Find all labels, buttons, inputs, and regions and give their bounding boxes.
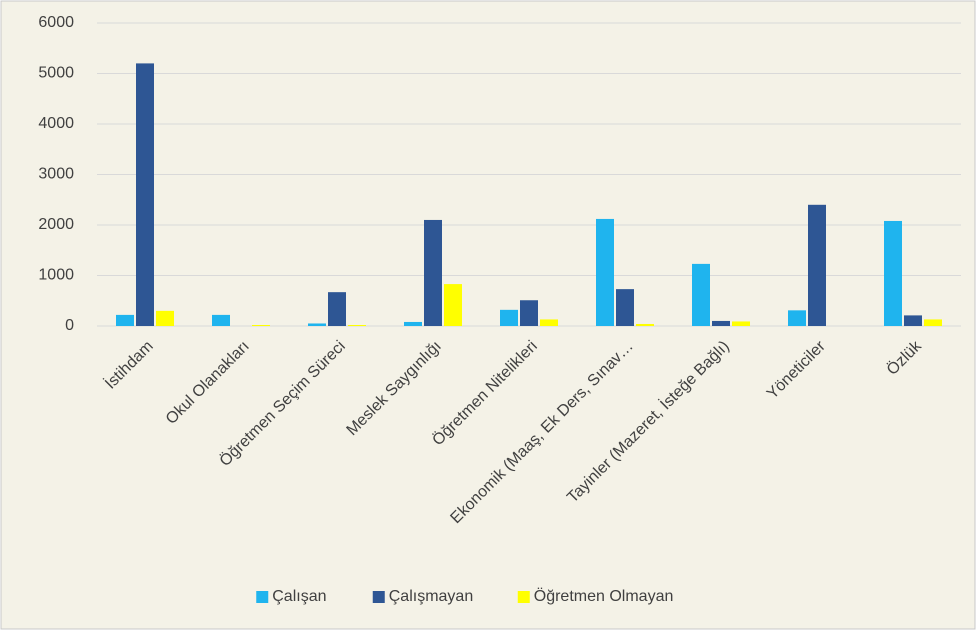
y-tick-label: 0: [65, 317, 74, 334]
bar: [252, 324, 270, 326]
bar: [712, 320, 730, 326]
legend-label: Çalışan: [272, 588, 326, 605]
y-tick-label: 5000: [38, 65, 74, 82]
bar: [156, 310, 174, 326]
bar: [596, 218, 614, 326]
bar: [348, 324, 366, 326]
y-tick-label: 2000: [38, 216, 74, 233]
bar: [692, 263, 710, 326]
y-tick-label: 3000: [38, 166, 74, 183]
bar: [884, 220, 902, 326]
y-tick-label: 6000: [38, 14, 74, 31]
bar: [308, 323, 326, 326]
bar: [328, 292, 346, 326]
bar: [616, 289, 634, 326]
bar: [520, 300, 538, 326]
legend-label: Öğretmen Olmayan: [534, 587, 674, 605]
bar: [424, 219, 442, 326]
bar: [212, 314, 230, 326]
bar: [808, 204, 826, 326]
bar: [500, 309, 518, 326]
bar: [788, 310, 806, 326]
legend-swatch: [256, 591, 269, 603]
bar: [732, 321, 750, 326]
legend-swatch: [372, 591, 385, 603]
legend-swatch: [517, 591, 530, 603]
bar: [540, 319, 558, 326]
bar: [116, 314, 134, 326]
bar: [636, 323, 654, 326]
bar: [136, 63, 154, 327]
bar: [404, 321, 422, 326]
bar: [904, 315, 922, 326]
y-tick-label: 4000: [38, 115, 74, 132]
bar: [924, 319, 942, 326]
legend-label: Çalışmayan: [389, 588, 473, 605]
y-tick-label: 1000: [38, 267, 74, 284]
bar: [444, 284, 462, 326]
